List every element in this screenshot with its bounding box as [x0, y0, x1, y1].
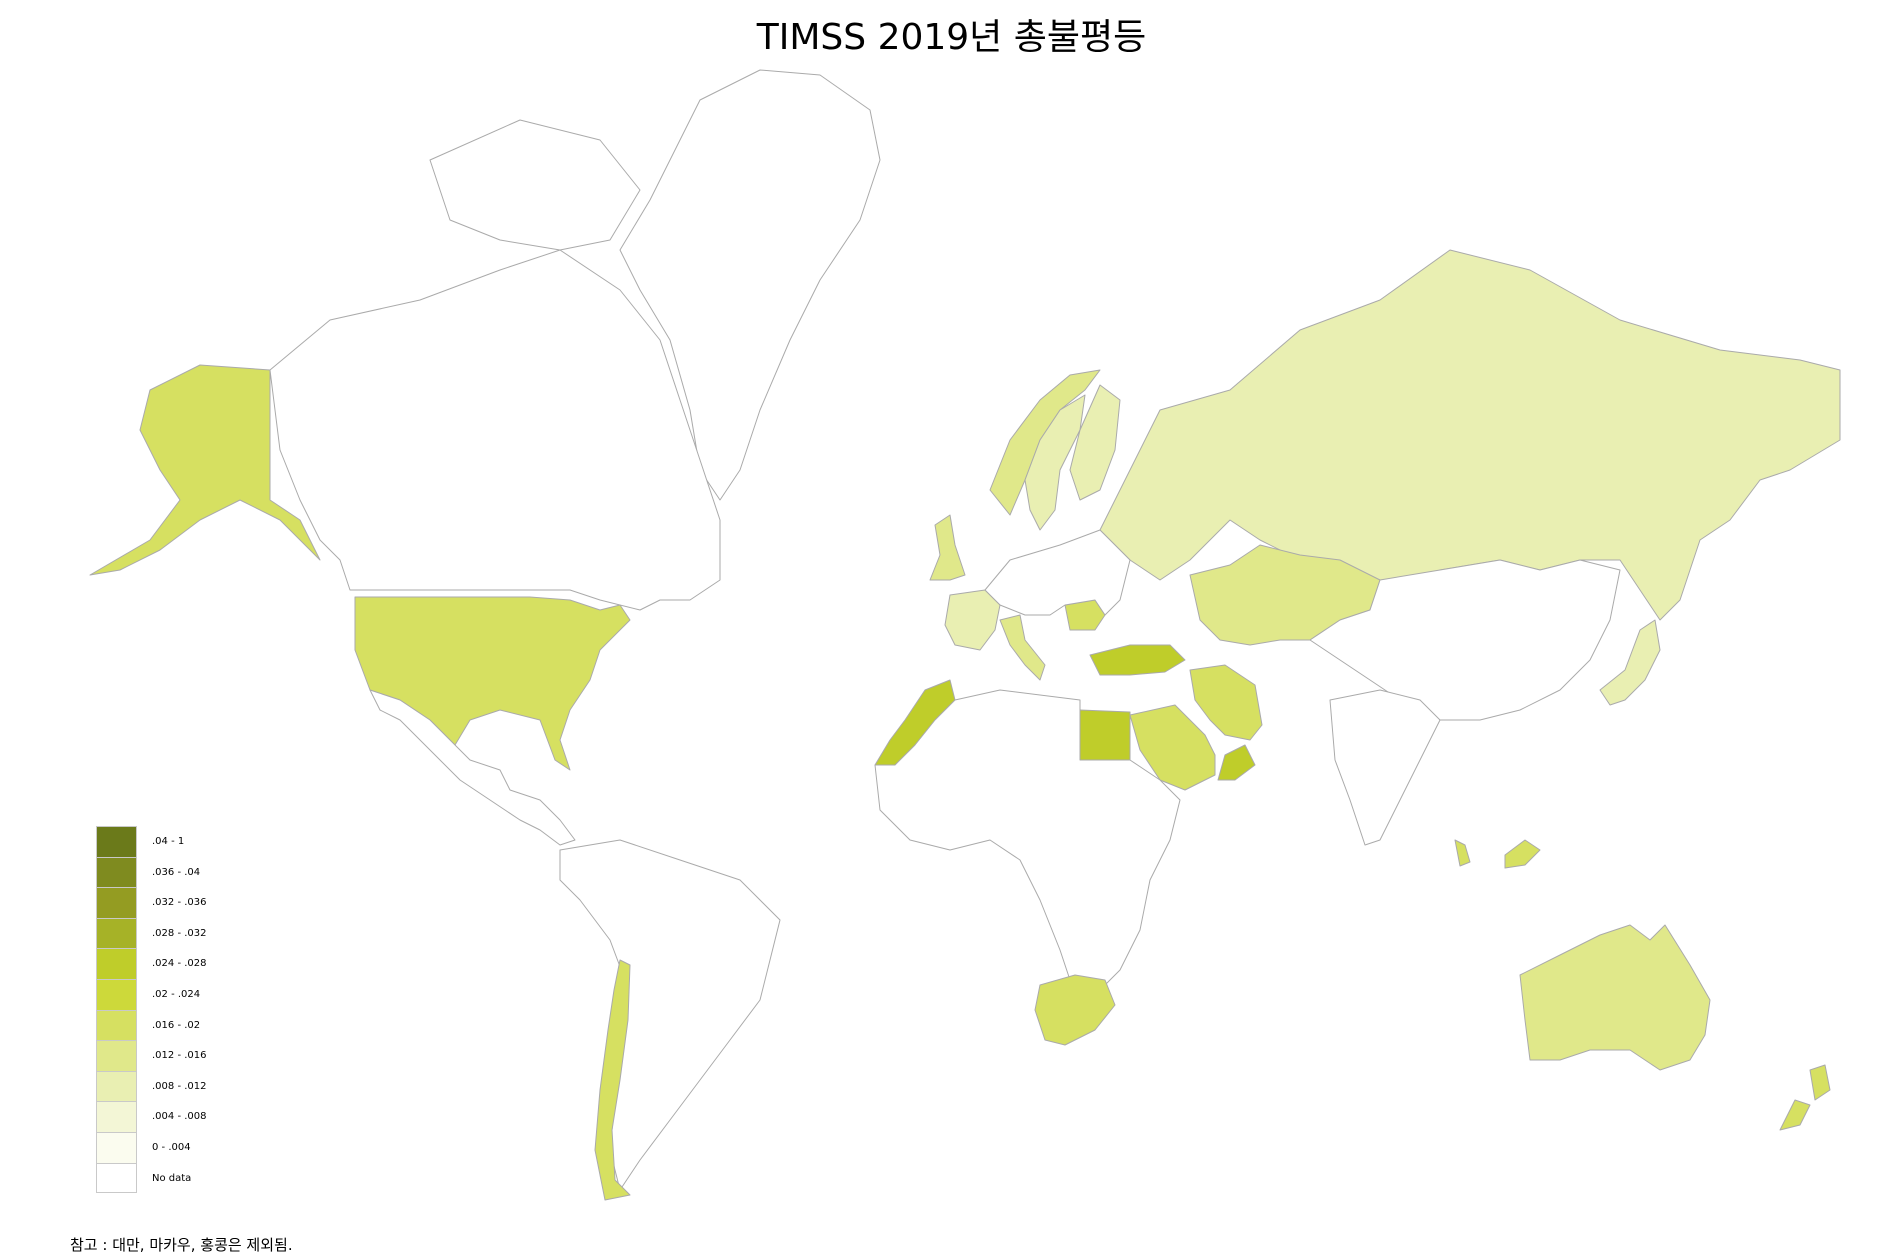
- region-italy: [999, 614, 1046, 681]
- footnote: 참고 : 대만, 마카우, 홍콩은 제외됨.: [70, 1236, 293, 1254]
- region-china: [1309, 559, 1621, 721]
- region-chile: [594, 959, 631, 1201]
- legend-swatch: [96, 917, 137, 949]
- legend-swatch: [96, 1131, 137, 1163]
- legend-label: .008 - .012: [152, 1080, 207, 1092]
- legend-label: .028 - .032: [152, 927, 207, 939]
- region-japan: [1599, 619, 1661, 706]
- region-iran: [1189, 664, 1263, 741]
- legend-swatch: [96, 1009, 137, 1041]
- region-greenland: [619, 69, 881, 501]
- legend-label: 0 - .004: [152, 1141, 191, 1153]
- legend-swatch: [96, 1070, 137, 1102]
- legend-label: .036 - .04: [152, 866, 201, 878]
- region-india: [1329, 689, 1441, 846]
- legend-swatch: [96, 856, 137, 888]
- region-finland: [1069, 384, 1121, 501]
- region-egypt: [1079, 709, 1131, 761]
- region-europe-other: [984, 529, 1131, 616]
- region-canada-islands: [429, 119, 641, 251]
- legend-swatch: [96, 826, 137, 857]
- region-united-kingdom: [929, 514, 966, 581]
- region-south-africa: [1034, 974, 1116, 1046]
- legend-label: .016 - .02: [152, 1019, 201, 1031]
- region-mexico-central-america: [369, 689, 576, 846]
- legend-label: .032 - .036: [152, 897, 207, 909]
- map-title: TIMSS 2019년 총불평등: [756, 17, 1147, 58]
- legend-label: .004 - .008: [152, 1111, 207, 1123]
- legend-swatch: [96, 1101, 137, 1132]
- region-russia: [1099, 249, 1841, 621]
- legend-swatch: [96, 948, 137, 979]
- region-saudi-arabia: [1129, 704, 1216, 791]
- legend-swatch: [96, 1040, 137, 1071]
- region-oman: [1217, 744, 1256, 781]
- region-africa-other: [874, 689, 1181, 991]
- region-malaysia: [1454, 839, 1541, 869]
- legend-swatch: [96, 887, 137, 918]
- region-united-states: [354, 596, 631, 771]
- region-australia: [1519, 924, 1711, 1071]
- legend-label: .024 - .028: [152, 958, 207, 970]
- region-alaska: [89, 364, 321, 576]
- region-turkey: [1089, 644, 1186, 676]
- legend-label: .02 - .024: [152, 988, 201, 1000]
- region-south-america: [559, 839, 781, 1191]
- region-canada: [269, 249, 721, 611]
- legend-label: No data: [152, 1172, 192, 1184]
- legend-swatch: [96, 1162, 137, 1194]
- legend-swatch: [96, 978, 137, 1010]
- legend-label: .012 - .016: [152, 1050, 207, 1062]
- legend-label: .04 - 1: [152, 836, 185, 847]
- region-norway: [989, 369, 1101, 516]
- region-new-zealand: [1779, 1064, 1831, 1131]
- region-sweden: [1024, 394, 1086, 531]
- region-france: [944, 589, 1001, 651]
